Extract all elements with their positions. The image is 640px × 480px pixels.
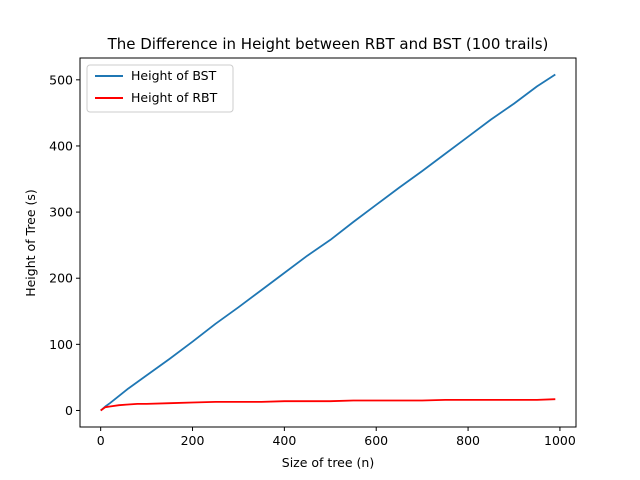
series-line-height-of-rbt	[100, 398, 556, 412]
legend-box	[86, 64, 234, 113]
y-tick-label: 100	[49, 337, 73, 352]
legend-label-bst: Height of BST	[131, 68, 217, 83]
x-axis-ticks: 0 200 400 600 800 1000	[97, 427, 576, 448]
series-lines	[100, 73, 556, 412]
series-line-height-of-bst	[100, 73, 556, 412]
y-tick-label: 300	[49, 205, 73, 220]
x-tick-label: 400	[272, 433, 296, 448]
x-tick-label: 0	[97, 433, 105, 448]
x-tick-label: 800	[456, 433, 480, 448]
y-axis-ticks: 0 100 200 300 400 500	[49, 72, 80, 418]
x-tick-label: 600	[364, 433, 388, 448]
y-tick-label: 200	[49, 271, 73, 286]
y-tick-label: 400	[49, 138, 73, 153]
plot-frame	[79, 57, 577, 428]
x-axis-label: Size of tree (n)	[282, 455, 374, 470]
x-tick-label: 200	[181, 433, 205, 448]
chart-title: The Difference in Height between RBT and…	[107, 35, 549, 53]
legend-label-rbt: Height of RBT	[131, 90, 218, 105]
y-axis-label: Height of Tree (s)	[23, 189, 38, 297]
y-tick-label: 500	[49, 72, 73, 87]
y-tick-label: 0	[65, 403, 73, 418]
plot-area	[79, 57, 577, 428]
legend: Height of BST Height of RBT	[86, 64, 234, 113]
x-tick-label: 1000	[544, 433, 576, 448]
